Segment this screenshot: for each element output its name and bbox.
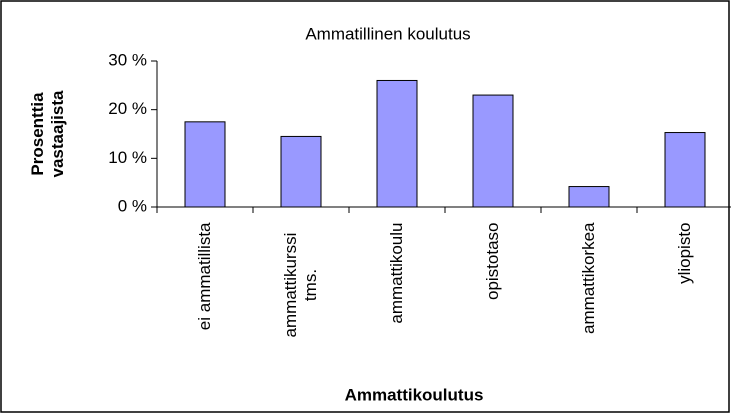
x-tick-text: ammattikoulu: [387, 222, 406, 324]
bar: [376, 79, 418, 208]
x-axis-label: Ammattikoulutus: [345, 385, 484, 404]
chart-title: Ammatillinen koulutus: [305, 24, 470, 43]
x-tick-text: yliopisto: [675, 222, 694, 284]
bar: [184, 121, 226, 208]
x-tick-label: ammattikoulu: [387, 222, 407, 347]
y-tick-label: 0 %: [118, 196, 147, 215]
y-axis-label: Prosenttia vastaajista: [28, 90, 67, 178]
bar: [280, 135, 322, 208]
x-tick-label: ammattikurssi tms.: [281, 222, 321, 347]
x-tick-label: ei ammatillista: [195, 222, 215, 347]
x-tick-label: opistotaso: [483, 222, 503, 347]
y-tick-label: 30 %: [108, 50, 147, 69]
x-tick-text: ammattikurssi tms.: [281, 232, 320, 337]
y-tick-label: 20 %: [108, 99, 147, 118]
x-tick-text: ei ammatillista: [195, 222, 214, 330]
bar: [472, 94, 514, 208]
x-tick-text: opistotaso: [483, 222, 502, 300]
x-tick-text: ammattikorkea: [579, 222, 598, 334]
bar: [664, 132, 706, 208]
x-tick-label: yliopisto: [675, 222, 695, 347]
bar: [568, 186, 610, 208]
y-tick-label: 10 %: [108, 148, 147, 167]
x-tick-label: ammattikorkea: [579, 222, 599, 347]
